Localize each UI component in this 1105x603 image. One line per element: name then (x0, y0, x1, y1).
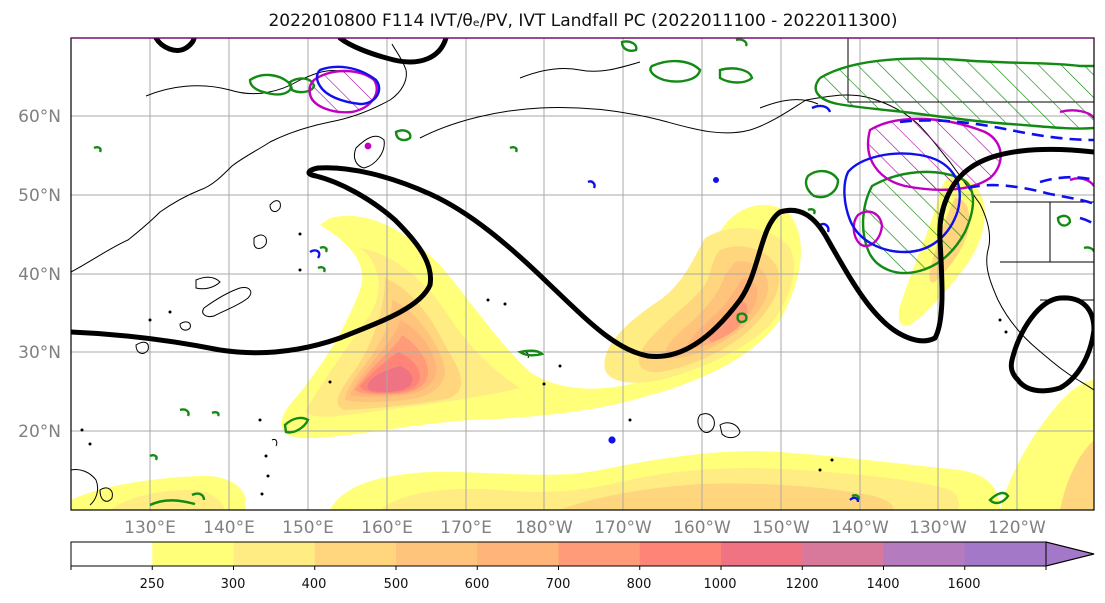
lon-label: 140°W (831, 518, 889, 538)
lat-label: 20°N (18, 422, 61, 442)
lon-label: 160°E (361, 518, 413, 538)
graticule (71, 38, 1094, 510)
colorbar-cell (558, 542, 641, 566)
lon-label: 170°E (440, 518, 492, 538)
colorbar-cell (721, 542, 803, 566)
lat-label: 40°N (18, 265, 61, 285)
colorbar-tick-label: 1400 (866, 577, 899, 592)
theta-e-contours (309, 65, 961, 503)
lon-label: 150°W (752, 518, 810, 538)
lon-label: 180°W (515, 518, 573, 538)
colorbar-extend-arrow (1045, 541, 1095, 567)
map-area (70, 37, 1095, 511)
colorbar-tick-label: 1600 (947, 577, 980, 592)
colorbar-cell (314, 542, 397, 566)
colorbar-cell (71, 542, 153, 566)
lon-label: 150°E (282, 518, 334, 538)
ivt-plume-west-1000 (367, 366, 413, 392)
pv-hatch-west (310, 71, 377, 113)
lon-label: 130°E (124, 518, 176, 538)
latitude-labels: 60°N 50°N 40°N 30°N 20°N (18, 107, 61, 442)
colorbar-tick-label: 400 (302, 577, 327, 592)
ivt-tropical-band-east-inner (1060, 440, 1094, 510)
colorbar-cell (233, 542, 316, 566)
colorbar-tick-label: 500 (384, 577, 409, 592)
coastline-dots (80, 232, 1008, 496)
colorbar-cell (802, 542, 885, 566)
lon-label: 140°E (203, 518, 255, 538)
colorbar-tick-label: 600 (465, 577, 490, 592)
landfall-hatch-north (815, 58, 1094, 129)
theta-e-dashed-contours (899, 119, 1094, 226)
colorbar-cell (883, 542, 966, 566)
colorbar-cells (71, 542, 1047, 566)
lon-label: 130°W (909, 518, 967, 538)
colorbar-ticks (70, 566, 1047, 570)
colorbar-tick-label: 800 (627, 577, 652, 592)
lon-label: 170°W (594, 518, 652, 538)
geopotential-contours (71, 38, 1094, 394)
lat-label: 60°N (18, 107, 61, 127)
lon-label: 120°W (988, 518, 1046, 538)
ivt-filled-contours (71, 176, 1094, 510)
lat-label: 50°N (18, 186, 61, 206)
colorbar-tick-label: 250 (140, 577, 165, 592)
lon-label: 160°W (673, 518, 731, 538)
colorbar-frame (70, 541, 1095, 567)
longitude-labels: 130°E 140°E 150°E 160°E 170°E 180°W 170°… (124, 518, 1046, 538)
colorbar-tick-labels: 250 300 400 500 600 700 800 1000 1200 14… (140, 577, 981, 592)
colorbar: 250 300 400 500 600 700 800 1000 1200 14… (70, 541, 1095, 592)
figure-title: 2022010800 F114 IVT/θₑ/PV, IVT Landfall … (268, 11, 897, 31)
colorbar-tick-label: 700 (546, 577, 571, 592)
colorbar-cell (152, 542, 235, 566)
colorbar-tick-label: 300 (221, 577, 246, 592)
colorbar-cell (477, 542, 560, 566)
colorbar-tick-label: 1000 (703, 577, 736, 592)
lat-label: 30°N (18, 343, 61, 363)
colorbar-cell (964, 542, 1047, 566)
landfall-hatch-areas (310, 58, 1094, 274)
colorbar-tick-label: 1200 (785, 577, 818, 592)
ivt-plume-east-700 (708, 300, 748, 342)
colorbar-cell (396, 542, 478, 566)
ivt-tropical-band-central-core (560, 483, 894, 510)
colorbar-cell (639, 542, 722, 566)
